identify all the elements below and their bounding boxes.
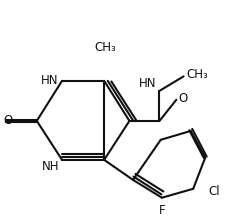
Text: O: O <box>3 114 12 127</box>
Text: F: F <box>159 204 165 217</box>
Text: Cl: Cl <box>208 185 220 198</box>
Text: NH: NH <box>41 160 59 173</box>
Text: O: O <box>179 92 188 105</box>
Text: CH₃: CH₃ <box>94 41 116 54</box>
Text: HN: HN <box>40 74 58 87</box>
Text: CH₃: CH₃ <box>186 68 208 81</box>
Text: HN: HN <box>139 77 157 90</box>
